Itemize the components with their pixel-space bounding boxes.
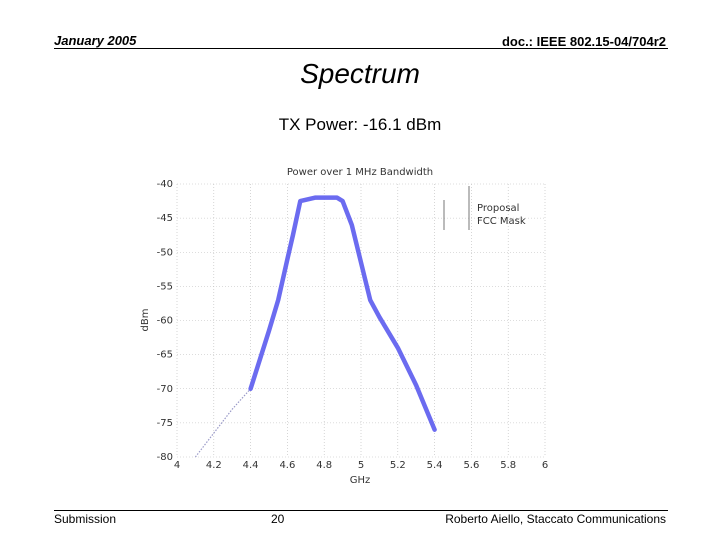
y-axis-label: dBm (140, 309, 151, 332)
data-point (213, 432, 215, 434)
x-axis-ticks: 4 4.2 4.4 4.6 4.8 5 5.2 5.4 5.6 5.8 6 (174, 460, 548, 471)
data-point (277, 299, 279, 301)
y-tick-label: -60 (157, 316, 173, 327)
data-point (379, 316, 381, 318)
chart-legend: Proposal FCC Mask (443, 186, 526, 230)
data-point (292, 234, 294, 236)
x-tick-label: 4 (174, 460, 180, 471)
x-axis-label: GHz (350, 475, 371, 486)
data-point (415, 385, 417, 387)
footer-rule (54, 510, 668, 511)
x-tick-label: 5 (358, 460, 364, 471)
legend-entry-fcc-mask: FCC Mask (477, 216, 526, 227)
y-tick-label: -70 (157, 384, 173, 395)
y-axis-ticks: -40 -45 -50 -55 -60 -65 -70 -75 -80 (157, 179, 173, 463)
slide-title: Spectrum (300, 58, 420, 89)
x-tick-label: 5.2 (390, 460, 406, 471)
data-point (268, 330, 270, 332)
data-point (327, 197, 329, 199)
data-point (299, 200, 301, 202)
x-tick-label: 6 (542, 460, 548, 471)
header-rule (54, 48, 668, 49)
footer-author: Roberto Aiello, Staccato Communications (445, 512, 666, 526)
data-point (336, 197, 338, 199)
chart-grid (176, 183, 546, 458)
series-line-0 (248, 195, 437, 432)
footer-submission: Submission (54, 512, 117, 526)
header-date: January 2005 (54, 33, 137, 48)
data-point (231, 408, 233, 410)
data-point (287, 258, 289, 260)
data-point (314, 197, 316, 199)
y-tick-label: -40 (157, 179, 173, 190)
y-tick-label: -80 (157, 452, 173, 463)
x-tick-label: 5.4 (427, 460, 443, 471)
x-tick-label: 5.6 (463, 460, 479, 471)
y-tick-label: -65 (157, 350, 173, 361)
y-tick-label: -50 (157, 247, 173, 258)
x-tick-label: 4.8 (316, 460, 332, 471)
data-point (195, 456, 197, 458)
data-point (434, 429, 436, 431)
legend-entry-proposal: Proposal (477, 203, 519, 214)
y-tick-label: -75 (157, 418, 173, 429)
data-point (351, 224, 353, 226)
data-point (397, 347, 399, 349)
x-tick-label: 5.8 (500, 460, 516, 471)
slide-subtitle: TX Power: -16.1 dBm (278, 115, 442, 134)
x-tick-label: 4.2 (206, 460, 222, 471)
x-tick-label: 4.6 (279, 460, 295, 471)
data-point (250, 388, 252, 390)
footer-page-number: 20 (271, 512, 285, 526)
data-point (369, 299, 371, 301)
header-doc-id: doc.: IEEE 802.15-04/704r2 (501, 34, 666, 49)
chart-series (194, 195, 437, 458)
data-point (342, 200, 344, 202)
y-tick-label: -55 (157, 281, 173, 292)
x-tick-label: 4.4 (243, 460, 259, 471)
y-tick-label: -45 (157, 213, 173, 224)
series-line-tail-0 (194, 388, 252, 458)
chart-title: Power over 1 MHz Bandwidth (287, 167, 433, 178)
data-point (360, 262, 362, 264)
